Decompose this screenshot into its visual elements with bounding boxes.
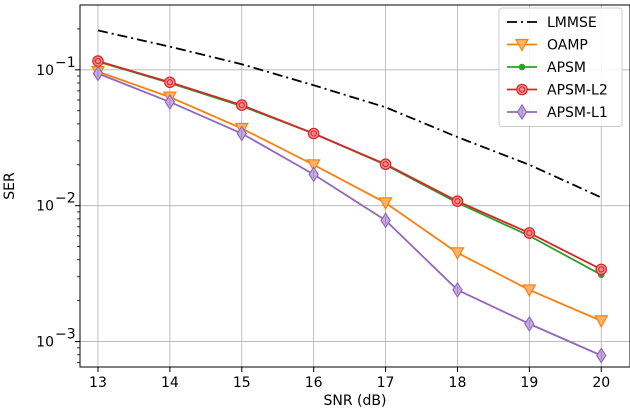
y-tick-label: 10 xyxy=(36,199,54,215)
x-tick-label: 19 xyxy=(520,375,538,391)
triangle-marker xyxy=(522,284,537,298)
circle-marker-inner xyxy=(598,266,605,273)
series-line xyxy=(97,60,602,271)
y-tick-label: 10 xyxy=(36,63,54,79)
circle-marker xyxy=(92,55,104,67)
circle-marker xyxy=(235,99,248,111)
triangle-marker xyxy=(378,197,393,211)
dot-marker xyxy=(518,63,526,71)
x-tick-label: 18 xyxy=(449,375,467,391)
y-axis: 10−310−210−1 xyxy=(36,28,80,364)
legend-entry-label: APSM-L2 xyxy=(547,83,608,99)
circle-marker xyxy=(595,263,608,276)
legend-entry-label: APSM-L1 xyxy=(547,105,608,121)
circle-marker xyxy=(451,195,464,207)
circle-marker xyxy=(307,127,320,140)
y-tick-exponent: −1 xyxy=(55,55,76,71)
circle-marker-inner xyxy=(526,229,533,237)
legend-entry-label: LMMSE xyxy=(547,15,597,31)
plot-frame xyxy=(79,4,630,368)
series-markers xyxy=(90,55,609,364)
circle-marker-inner xyxy=(454,198,461,205)
triangle-marker xyxy=(306,159,321,173)
circle-marker xyxy=(164,76,176,89)
series-lines xyxy=(97,29,602,357)
x-tick-label: 20 xyxy=(592,375,610,391)
circle-marker-inner xyxy=(382,161,389,168)
legend-entry-label: OAMP xyxy=(547,38,588,54)
y-tick-exponent: −2 xyxy=(55,191,76,207)
legend: LMMSE OAMP APSM APSM-L2 APSM-L1 xyxy=(498,7,623,127)
y-axis-label: SER xyxy=(2,172,18,200)
y-tick-label: 10 xyxy=(36,335,54,351)
circle-marker-inner xyxy=(518,86,526,93)
y-tick-exponent: −3 xyxy=(55,327,76,343)
x-tick-label: 15 xyxy=(233,375,251,391)
triangle-marker xyxy=(514,38,530,52)
x-tick-label: 16 xyxy=(305,375,323,391)
circle-marker xyxy=(516,83,528,96)
x-tick-label: 14 xyxy=(161,375,179,391)
legend-box xyxy=(498,7,623,127)
series-line xyxy=(97,70,602,322)
x-tick-label: 17 xyxy=(377,375,395,391)
circle-marker-inner xyxy=(166,79,173,86)
triangle-marker xyxy=(450,247,465,261)
circle-marker xyxy=(523,227,536,239)
legend-entry-label: APSM xyxy=(547,60,586,76)
circle-marker xyxy=(379,158,392,171)
triangle-marker xyxy=(594,315,609,329)
series-line xyxy=(97,72,602,357)
circle-marker-inner xyxy=(94,57,102,65)
circle-marker-inner xyxy=(310,130,317,137)
x-tick-label: 13 xyxy=(89,375,107,391)
x-axis: 13 14 15 16 17 18 19 20 xyxy=(89,367,610,391)
x-axis-label: SNR (dB) xyxy=(324,393,387,409)
circle-marker-inner xyxy=(238,102,245,109)
series-line xyxy=(97,29,602,199)
